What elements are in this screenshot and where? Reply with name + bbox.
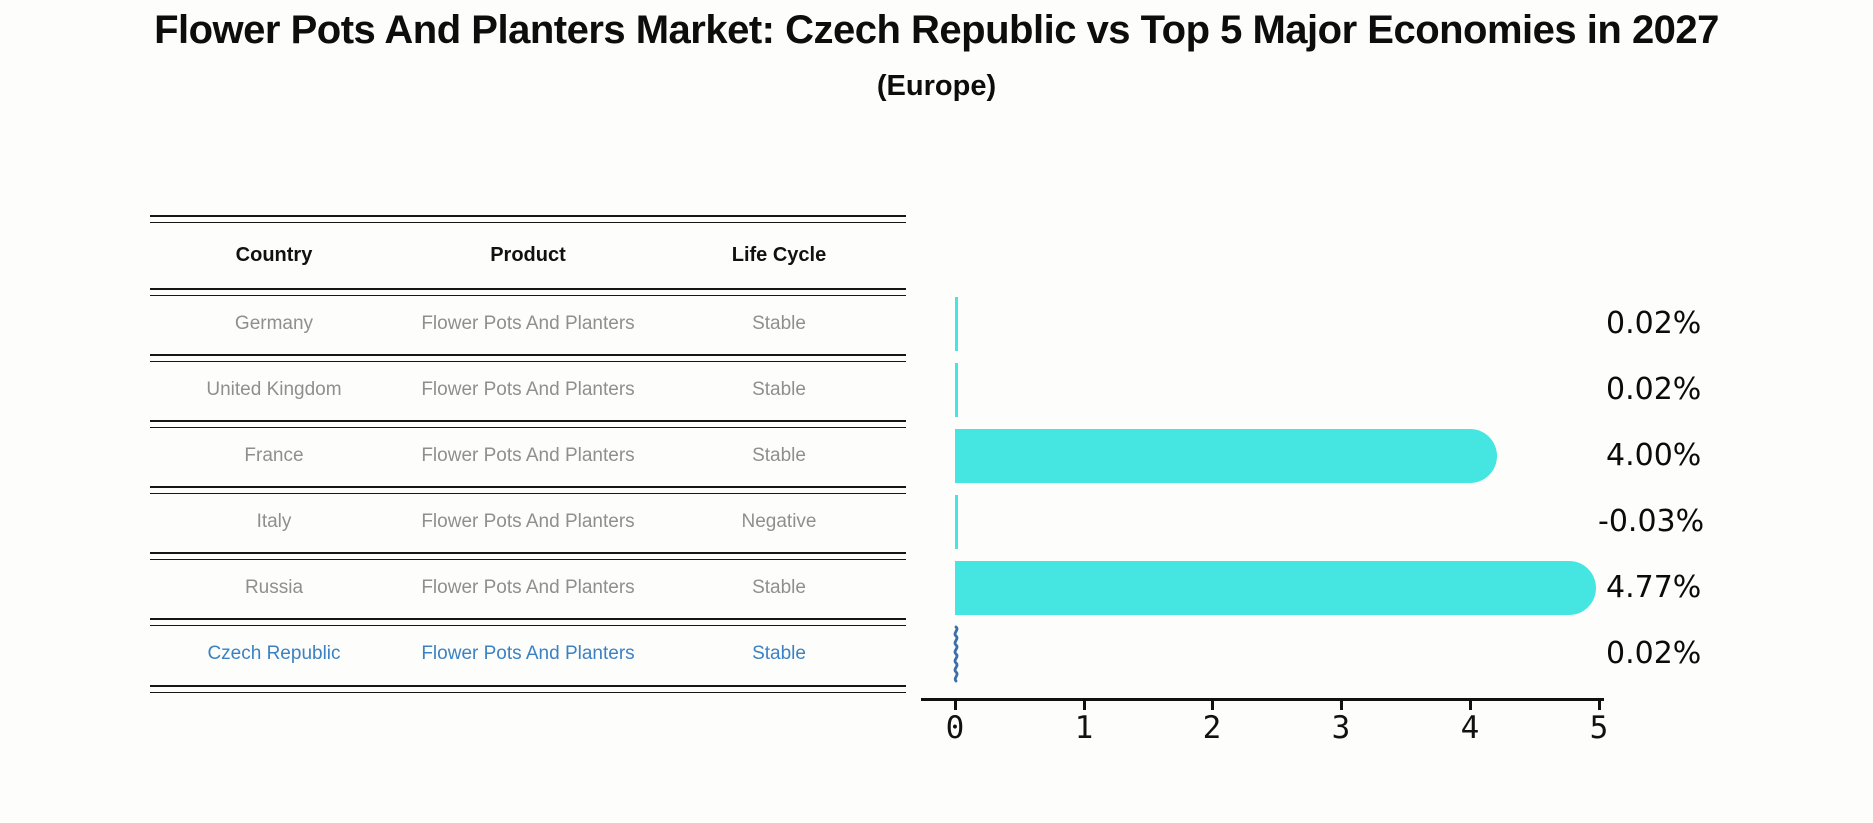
- cell-product: Flower Pots And Planters: [421, 577, 635, 598]
- x-tick-label: 2: [1202, 710, 1222, 746]
- cell-product: Flower Pots And Planters: [421, 313, 635, 334]
- table-separator: [150, 288, 906, 290]
- cell-life-cycle: Stable: [752, 643, 806, 664]
- cell-product: Flower Pots And Planters: [421, 379, 635, 400]
- x-axis-tick: [1340, 698, 1343, 710]
- czech-squiggle-marker: [953, 625, 959, 683]
- table-separator: [150, 685, 906, 687]
- x-tick-label: 5: [1589, 710, 1609, 746]
- table-separator: [150, 427, 906, 428]
- table-separator: [150, 295, 906, 296]
- x-axis-tick: [954, 698, 957, 710]
- x-axis-tick: [1211, 698, 1214, 710]
- cell-product: Flower Pots And Planters: [421, 643, 635, 664]
- table-header-product: Product: [490, 244, 566, 266]
- table-header-row: Country Product Life Cycle: [150, 235, 906, 275]
- value-label-france: 4.00%: [1606, 438, 1702, 473]
- cell-country: Italy: [256, 511, 292, 532]
- cell-country: France: [244, 445, 304, 466]
- table-separator: [150, 559, 906, 560]
- table-separator: [150, 618, 906, 620]
- x-tick-label: 0: [945, 710, 965, 746]
- table-row-united-kingdom: United Kingdom Flower Pots And Planters …: [150, 370, 906, 410]
- value-label-germany: 0.02%: [1606, 306, 1702, 341]
- x-axis-tick: [1469, 698, 1472, 710]
- table-separator: [150, 552, 906, 554]
- cell-life-cycle: Stable: [752, 445, 806, 466]
- x-axis-tick: [1083, 698, 1086, 710]
- table-row-italy: Italy Flower Pots And Planters Negative: [150, 502, 906, 542]
- x-axis-tick: [1598, 698, 1601, 710]
- bar-france: [955, 429, 1498, 483]
- bar-russia: [955, 561, 1597, 615]
- chart-subtitle: (Europe): [876, 70, 997, 102]
- cell-life-cycle: Stable: [752, 313, 806, 334]
- value-label-italy: -0.03%: [1598, 504, 1705, 539]
- x-tick-label: 1: [1074, 710, 1094, 746]
- value-label-united-kingdom: 0.02%: [1606, 372, 1702, 407]
- bar-italy: [955, 495, 958, 549]
- x-axis-line: [921, 698, 1604, 701]
- table-separator: [150, 354, 906, 356]
- cell-life-cycle: Stable: [752, 379, 806, 400]
- cell-country: United Kingdom: [206, 379, 342, 400]
- bar-united-kingdom: [955, 363, 958, 417]
- cell-product: Flower Pots And Planters: [421, 445, 635, 466]
- chart-title: Flower Pots And Planters Market: Czech R…: [154, 8, 1719, 52]
- table-separator: [150, 486, 906, 488]
- cell-country: Russia: [244, 577, 304, 598]
- table-separator: [150, 361, 906, 362]
- cell-life-cycle: Negative: [741, 511, 817, 532]
- cell-country: Germany: [234, 313, 314, 334]
- table-separator: [150, 493, 906, 494]
- cell-product: Flower Pots And Planters: [421, 511, 635, 532]
- table-header-life-cycle: Life Cycle: [731, 244, 827, 266]
- table-row-russia: Russia Flower Pots And Planters Stable: [150, 568, 906, 608]
- table-header-country: Country: [235, 244, 313, 266]
- bar-germany: [955, 297, 958, 351]
- table-separator: [150, 625, 906, 626]
- table-row-france: France Flower Pots And Planters Stable: [150, 436, 906, 476]
- x-tick-label: 3: [1331, 710, 1351, 746]
- cell-life-cycle: Stable: [752, 577, 806, 598]
- value-label-czech-republic: 0.02%: [1606, 636, 1702, 671]
- table-row-germany: Germany Flower Pots And Planters Stable: [150, 304, 906, 344]
- cell-country: Czech Republic: [207, 643, 341, 664]
- table-separator: [150, 692, 906, 693]
- table-row-czech-republic: Czech Republic Flower Pots And Planters …: [150, 634, 906, 674]
- table-separator: [150, 215, 906, 217]
- table-separator: [150, 420, 906, 422]
- table-separator: [150, 222, 906, 223]
- x-tick-label: 4: [1460, 710, 1480, 746]
- value-label-russia: 4.77%: [1606, 570, 1702, 605]
